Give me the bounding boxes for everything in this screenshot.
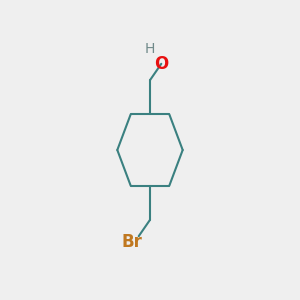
Text: Br: Br	[122, 233, 142, 251]
Text: O: O	[154, 55, 168, 73]
Text: H: H	[145, 42, 155, 56]
